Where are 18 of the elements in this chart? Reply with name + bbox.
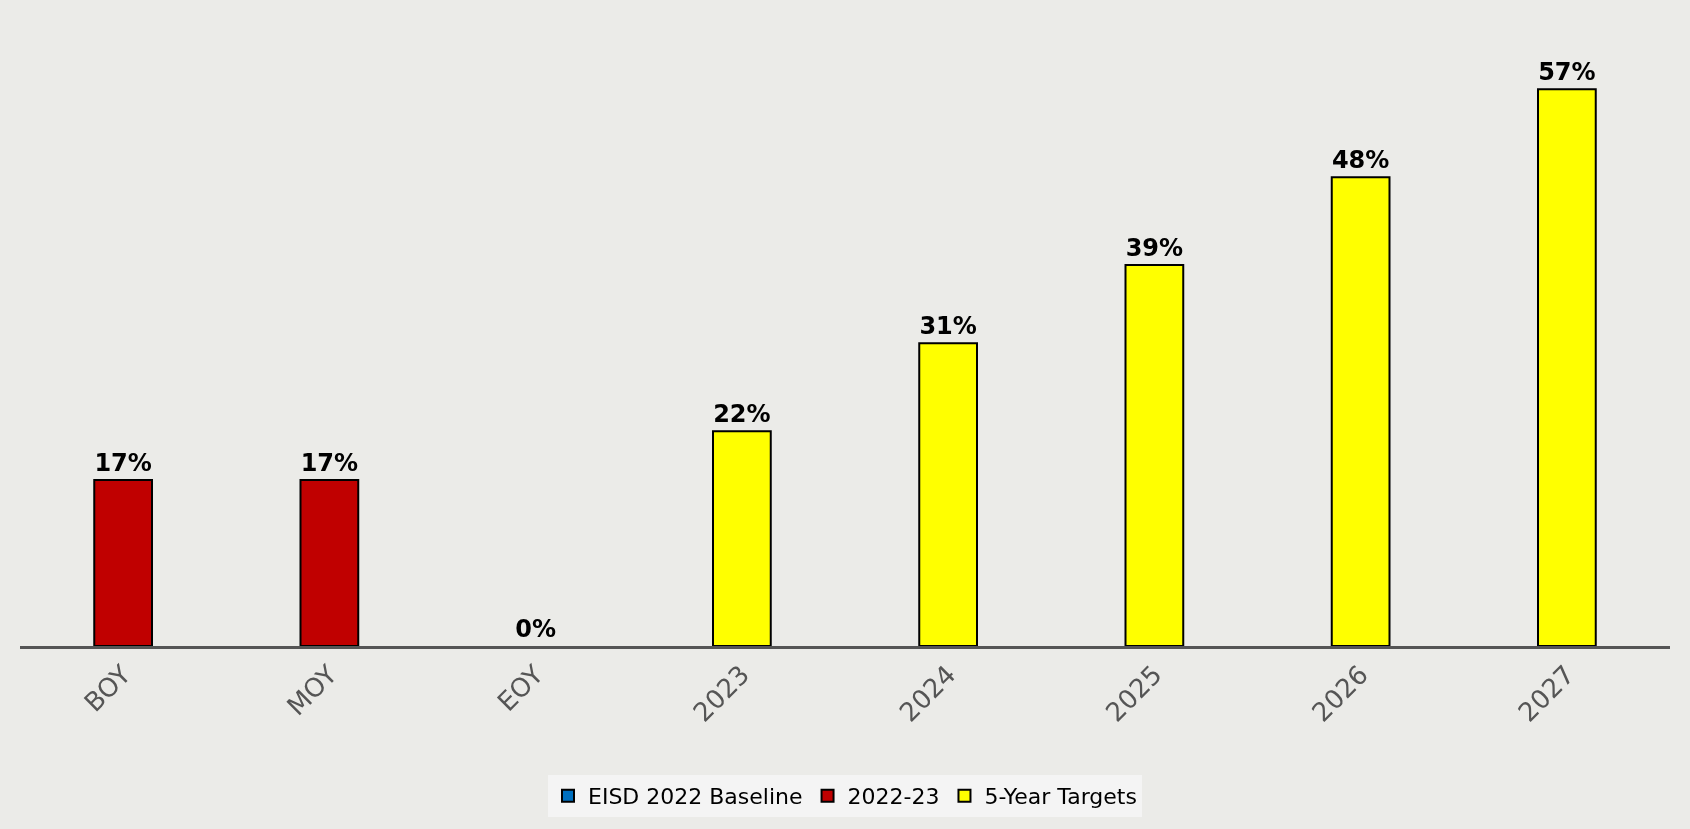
data-label: 39% <box>1125 234 1184 263</box>
bar <box>712 430 772 646</box>
bar <box>1537 88 1597 646</box>
bar <box>1330 176 1391 646</box>
data-label: 22% <box>713 400 771 429</box>
legend-label: EISD 2022 Baseline <box>588 784 803 810</box>
data-label: 0% <box>515 615 556 643</box>
bar <box>299 478 360 646</box>
data-label: 31% <box>919 312 977 341</box>
data-label: 57% <box>1538 58 1596 87</box>
data-label: 17% <box>300 448 359 477</box>
bar <box>1124 264 1185 646</box>
bar <box>918 342 978 646</box>
bar <box>93 478 153 646</box>
data-label: 17% <box>94 448 152 477</box>
data-label: 48% <box>1331 146 1390 175</box>
legend-label: 5-Year Targets <box>984 784 1137 810</box>
legend-label: 2022-23 <box>847 784 940 810</box>
